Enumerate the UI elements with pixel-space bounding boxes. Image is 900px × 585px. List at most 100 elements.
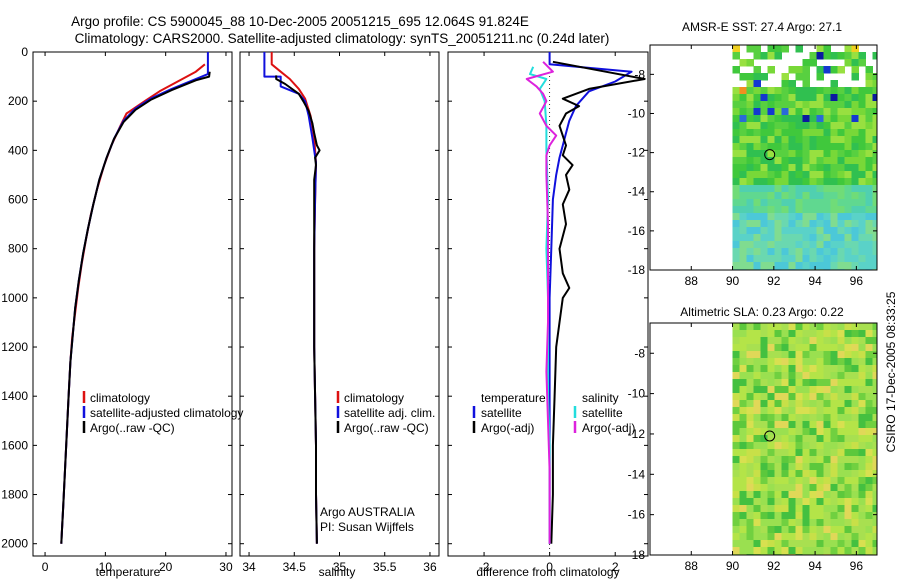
sst_map-cell (753, 199, 761, 207)
sla_map-cell (851, 547, 859, 555)
sst_map-cell (746, 115, 754, 123)
sla_map-cell (837, 379, 845, 387)
sst_map-cell (830, 150, 838, 158)
sst_map-cell (816, 192, 824, 200)
sla_map-cell (872, 540, 877, 548)
sla_map-cell (872, 505, 877, 513)
sla_map-cell (851, 442, 859, 450)
sla_map-cell (823, 540, 831, 548)
sla_map-cell (774, 435, 782, 443)
sla_map-cell (858, 358, 866, 366)
sst_map-cell (844, 45, 852, 53)
sla_map-cell (753, 400, 761, 408)
sla_map-cell (739, 400, 747, 408)
sla_map-cell (865, 477, 873, 485)
sla_map-cell (816, 358, 824, 366)
sst_map-cell (732, 234, 740, 242)
sla_map-cell (809, 540, 817, 548)
sst_map-cell (802, 213, 810, 221)
sst_map-cell (816, 150, 824, 158)
sla_map-cell (767, 337, 775, 345)
sla_map-cell (858, 337, 866, 345)
sla_map-cell (872, 484, 877, 492)
sla_map-cell (830, 393, 838, 401)
sst_map-cell (837, 199, 845, 207)
sst_map-cell (851, 129, 859, 137)
sst_map-cell (781, 143, 789, 151)
sla_map-cell (865, 505, 873, 513)
sla_map-cell (802, 505, 810, 513)
sla_map-cell (788, 365, 796, 373)
sla_map-cell (823, 463, 831, 471)
sla_map-cell (795, 491, 803, 499)
sst_map-cell (865, 241, 873, 249)
sst_map-cell (865, 150, 873, 158)
sla_map-cell (795, 435, 803, 443)
sla_map-cell (788, 449, 796, 457)
sst_map-cell (746, 150, 754, 158)
sst_map-cell (830, 136, 838, 144)
depth-tick-label: 800 (8, 242, 28, 256)
sla_map-cell (746, 428, 754, 436)
sla_map-cell (760, 407, 768, 415)
sla_map-cell (753, 407, 761, 415)
sla_map-cell (760, 351, 768, 359)
sla_map-cell (872, 470, 877, 478)
sst_map-cell (809, 59, 817, 67)
sst_map-cell (844, 248, 852, 256)
sst_map-cell (830, 115, 838, 123)
sla_map-cell (872, 519, 877, 527)
sst_map-cell (788, 234, 796, 242)
sla_map-cell (830, 400, 838, 408)
sla_map-cell (746, 533, 754, 541)
sla_map-cell (823, 512, 831, 520)
sla_map-cell (851, 386, 859, 394)
sst_map-cell (774, 115, 782, 123)
sst_map-cell (851, 199, 859, 207)
sst_map-cell (746, 80, 754, 88)
sst_map-cell (865, 94, 873, 102)
sst_map-cell (858, 129, 866, 137)
sla_map-cell (732, 491, 740, 499)
sla_map-cell (739, 470, 747, 478)
sla_map-cell (788, 442, 796, 450)
sla_map-cell (788, 484, 796, 492)
sst_map-cell (802, 157, 810, 165)
sst_map-cell (816, 241, 824, 249)
sla_map-cell (858, 435, 866, 443)
sla_map-cell (732, 393, 740, 401)
sla_map-cell (830, 351, 838, 359)
sst_map-cell (781, 122, 789, 130)
sst_map-cell (753, 227, 761, 235)
sla_map-cell (851, 372, 859, 380)
sst_map-cell (767, 150, 775, 158)
sla_map-cell (858, 456, 866, 464)
depth-tick-label: 1800 (1, 488, 28, 502)
sst_map-cell (816, 122, 824, 130)
sst_map-cell (781, 234, 789, 242)
sla_map-cell (858, 323, 866, 331)
sst_map-cell (844, 255, 852, 263)
sst_map-cell (837, 108, 845, 116)
sla_map-cell (760, 379, 768, 387)
sla_map-cell (753, 512, 761, 520)
sst_map-cell (802, 150, 810, 158)
sst_map-cell (795, 101, 803, 109)
sla_map-cell (809, 428, 817, 436)
sla_map-cell (767, 491, 775, 499)
sst_map-cell (795, 185, 803, 193)
sla_map-cell (767, 463, 775, 471)
sla_map-cell (851, 435, 859, 443)
sst_map-cell (837, 206, 845, 214)
sla_map-cell (774, 456, 782, 464)
sla_map-cell (774, 407, 782, 415)
sst_map-cell (809, 192, 817, 200)
sla_map-cell (816, 372, 824, 380)
sst_map-cell (816, 52, 824, 60)
sla_map-cell (830, 491, 838, 499)
sst_map-cell (732, 248, 740, 256)
sst_map-cell (760, 255, 768, 263)
sst_map-cell (865, 73, 873, 81)
sla_map-cell (767, 351, 775, 359)
sla_map-cell (746, 400, 754, 408)
